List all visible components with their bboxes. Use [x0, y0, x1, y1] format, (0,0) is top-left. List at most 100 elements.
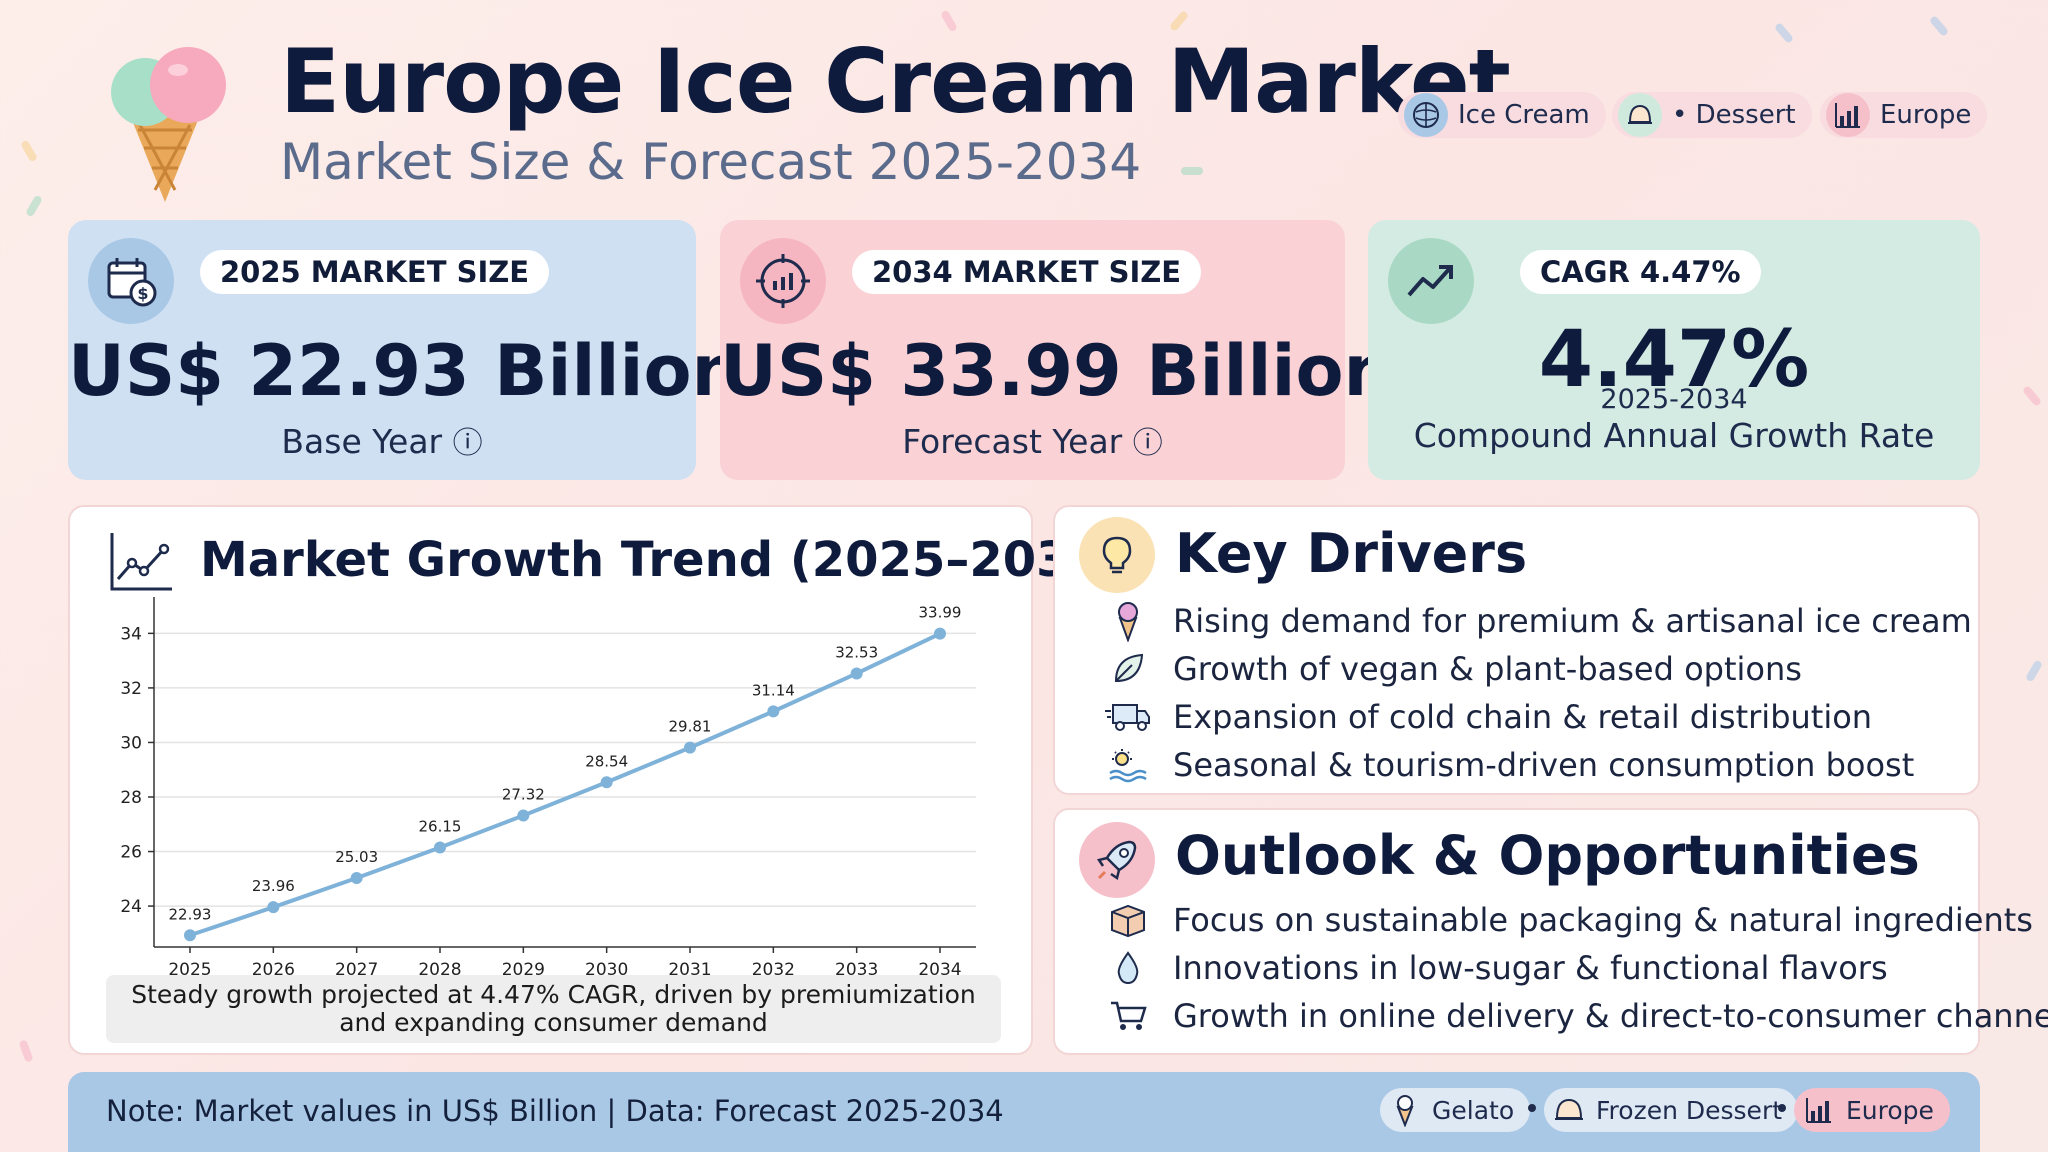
base-year-card: $ 2025 MARKET SIZE US$ 22.93 Billion Bas… [68, 220, 742, 480]
confetti-decoration [2021, 385, 2043, 407]
card-pill: CAGR 4.47% [1520, 250, 1761, 294]
outlook-title: Outlook & Opportunities [1175, 824, 1920, 887]
leaf-icon [1105, 647, 1151, 691]
x-tick-label: 2034 [918, 960, 961, 977]
data-point [767, 705, 780, 718]
cagr-value: 4.47% [1538, 315, 1810, 405]
footer-tag-frozen-dessert[interactable]: Frozen Dessert [1544, 1088, 1799, 1132]
data-label: 25.03 [335, 848, 378, 866]
info-icon[interactable]: ⓘ [1132, 426, 1163, 461]
x-tick-label: 2030 [585, 960, 628, 977]
tag-dessert[interactable]: • Dessert [1612, 92, 1812, 138]
footer-tag-europe[interactable]: Europe [1794, 1088, 1950, 1132]
data-point [600, 776, 613, 789]
confetti-decoration [1181, 167, 1203, 175]
key-drivers-title: Key Drivers [1175, 522, 1528, 585]
bar-chart-icon [1802, 1093, 1836, 1127]
trend-up-icon [1388, 238, 1474, 324]
confetti-decoration [1168, 10, 1190, 32]
x-tick-label: 2028 [418, 960, 461, 977]
data-point [850, 667, 863, 680]
line-chart: 24 26 28 30 32 34 2025 2026 2027 2028 2029 2030 2031… [120, 597, 976, 977]
data-label: 27.32 [502, 786, 545, 804]
driver-item: Rising demand for premium & artisanal ic… [1105, 599, 1972, 643]
confetti-decoration [20, 139, 38, 163]
data-point [684, 741, 696, 754]
driver-item: Growth of vegan & plant-based options [1105, 647, 1802, 691]
y-tick-label: 32 [120, 679, 142, 699]
x-tick-label: 2029 [502, 960, 545, 977]
card-pill: 2025 MARKET SIZE [200, 250, 550, 294]
cagr-period: 2025-2034 [1600, 384, 1748, 415]
base-year-value: US$ 22.93 Billion [68, 330, 742, 412]
data-point [267, 901, 280, 914]
cagr-caption: Compound Annual Growth Rate [1413, 416, 1935, 455]
key-drivers-panel: Key Drivers Rising demand for premium & … [1053, 505, 1980, 795]
target-chart-icon [740, 238, 826, 324]
data-label: 31.14 [752, 681, 795, 699]
package-icon [1105, 898, 1151, 942]
x-tick-label: 2025 [168, 960, 211, 977]
info-icon[interactable]: ⓘ [452, 426, 483, 461]
data-label: 28.54 [585, 752, 628, 770]
data-label: 23.96 [252, 877, 295, 895]
outlook-item: Innovations in low-sugar & functional fl… [1105, 946, 1888, 990]
confetti-decoration [1928, 15, 1950, 37]
series-line [189, 631, 941, 938]
delivery-truck-icon [1105, 695, 1151, 739]
line-chart-icon [110, 533, 172, 591]
tag-label: Ice Cream [1458, 100, 1590, 130]
separator-dot [1778, 1104, 1786, 1112]
confetti-decoration [1773, 22, 1795, 44]
data-point [350, 872, 363, 884]
forecast-year-value: US$ 33.99 Billion [720, 330, 1394, 412]
forecast-year-card: 2034 MARKET SIZE US$ 33.99 Billion Forec… [720, 220, 1394, 480]
tag-europe[interactable]: Europe [1820, 92, 1988, 138]
page-title: Europe Ice Cream Market [280, 30, 1511, 133]
x-tick-label: 2032 [752, 960, 795, 977]
outlook-item: Focus on sustainable packaging & natural… [1105, 898, 2033, 942]
ice-cream-globe-icon [1404, 93, 1448, 137]
chart-title: Market Growth Trend (2025–2034) [200, 532, 1125, 588]
x-tick-label: 2033 [835, 960, 878, 977]
lightbulb-icon [1079, 517, 1155, 593]
data-label: 26.15 [419, 817, 462, 835]
tag-label: Europe [1880, 100, 1972, 130]
ice-cream-cone-logo [111, 47, 226, 202]
y-tick-label: 24 [120, 897, 142, 917]
footer-tag-gelato[interactable]: Gelato [1380, 1088, 1531, 1132]
data-label: 22.93 [169, 905, 212, 923]
y-tick-label: 26 [120, 843, 142, 863]
droplet-icon [1105, 946, 1151, 990]
data-label: 33.99 [919, 604, 962, 622]
sun-beach-icon [1105, 743, 1151, 787]
bar-chart-icon [1826, 93, 1870, 137]
data-point [184, 929, 196, 942]
forecast-year-caption: Forecast Year ⓘ [902, 422, 1163, 461]
growth-trend-panel: Market Growth Trend (2025–2034) 24 26 28 30… [68, 505, 1125, 1055]
cart-icon [1105, 994, 1151, 1038]
tag-ice-cream[interactable]: Ice Cream [1398, 92, 1606, 138]
footer-note: Note: Market values in US$ Billion | Dat… [106, 1094, 1004, 1128]
footer-bar: Note: Market values in US$ Billion | Dat… [68, 1072, 1980, 1152]
outlook-panel: Outlook & Opportunities Focus on sustain… [1053, 808, 2048, 1055]
confetti-decoration [25, 194, 43, 218]
y-tick-label: 30 [120, 733, 142, 753]
confetti-decoration [18, 1039, 34, 1063]
card-pill: 2034 MARKET SIZE [852, 250, 1202, 294]
scoop-icon [1618, 93, 1662, 137]
data-label: 29.81 [669, 718, 712, 736]
gelato-icon [1388, 1093, 1422, 1127]
data-point [934, 627, 946, 640]
y-tick-label: 28 [120, 788, 142, 808]
base-year-caption: Base Year ⓘ [281, 422, 483, 461]
data-label: 32.53 [835, 643, 878, 661]
tag-label: • Dessert [1672, 100, 1796, 130]
svg-text:$: $ [137, 284, 148, 303]
driver-item: Expansion of cold chain & retail distrib… [1105, 695, 1872, 739]
confetti-decoration [2025, 659, 2043, 683]
x-tick-label: 2026 [252, 960, 295, 977]
cagr-card: CAGR 4.47% 4.47% 2025-2034 Compound Annu… [1368, 220, 1980, 480]
chart-note: Steady growth projected at 4.47% CAGR, d… [106, 975, 1001, 1043]
rocket-icon [1079, 822, 1155, 898]
